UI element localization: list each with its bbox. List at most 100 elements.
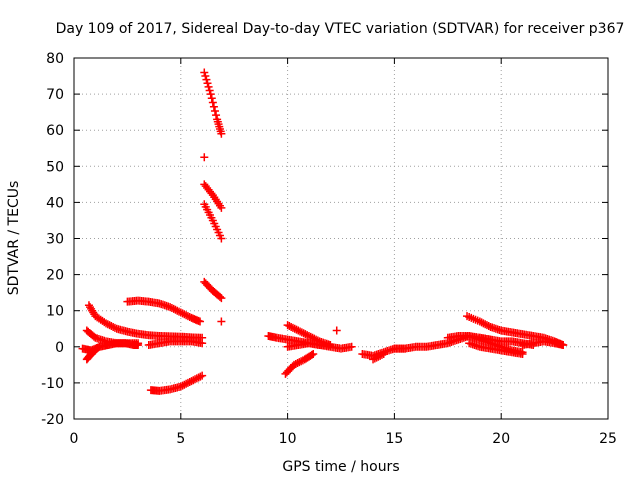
data-point-fill bbox=[182, 379, 191, 388]
data-point bbox=[200, 68, 209, 77]
y-tick-label: 10 bbox=[46, 304, 64, 320]
data-point bbox=[187, 377, 196, 386]
y-tick-label: 60 bbox=[46, 123, 64, 139]
data-point-fill bbox=[477, 318, 486, 327]
y-tick-label: 0 bbox=[55, 340, 64, 356]
data-point-fill bbox=[175, 307, 184, 316]
data-point bbox=[198, 339, 207, 348]
data-point-fill bbox=[105, 321, 114, 330]
data-point bbox=[200, 153, 209, 162]
data-point-fill bbox=[482, 321, 491, 330]
data-point-fill bbox=[183, 312, 192, 321]
data-point bbox=[176, 308, 185, 317]
data-point bbox=[176, 382, 185, 391]
data-point-fill bbox=[292, 325, 301, 334]
data-point-fill bbox=[178, 309, 187, 318]
data-point-fill bbox=[210, 106, 219, 115]
data-point-fill bbox=[167, 303, 176, 312]
data-point-fill bbox=[301, 330, 310, 339]
data-points bbox=[78, 68, 568, 395]
data-point-fill bbox=[291, 359, 300, 368]
chart-title: Day 109 of 2017, Sidereal Day-to-day VTE… bbox=[56, 21, 625, 37]
data-point-fill bbox=[194, 373, 203, 382]
data-point-fill bbox=[185, 377, 194, 386]
x-tick-label: 25 bbox=[599, 431, 617, 447]
data-point-fill bbox=[290, 324, 299, 333]
data-point-fill bbox=[287, 322, 296, 331]
data-point-fill bbox=[169, 304, 178, 313]
data-point bbox=[91, 346, 100, 355]
data-point-fill bbox=[107, 322, 116, 331]
data-point-fill bbox=[479, 319, 488, 328]
data-point bbox=[196, 317, 205, 326]
data-point-fill bbox=[374, 352, 383, 361]
data-point-fill bbox=[299, 329, 308, 338]
y-tick-label: -10 bbox=[41, 376, 64, 392]
data-point bbox=[475, 317, 484, 326]
grid-lines bbox=[74, 58, 608, 419]
data-point-fill bbox=[376, 351, 385, 360]
data-point bbox=[290, 360, 299, 369]
data-point bbox=[217, 317, 226, 326]
data-point-fill bbox=[103, 320, 112, 329]
x-tick-label: 15 bbox=[385, 431, 403, 447]
data-point-fill bbox=[204, 82, 213, 91]
data-point-fill bbox=[370, 354, 379, 363]
data-point-fill bbox=[189, 376, 198, 385]
data-point-fill bbox=[372, 353, 381, 362]
data-point-fill bbox=[192, 374, 201, 383]
data-point-fill bbox=[481, 320, 490, 329]
data-point-fill bbox=[207, 94, 216, 103]
y-tick-label: 30 bbox=[46, 232, 64, 248]
data-point bbox=[283, 321, 292, 330]
data-point bbox=[529, 340, 538, 349]
data-point-fill bbox=[288, 323, 297, 332]
data-point-fill bbox=[191, 375, 200, 384]
data-point bbox=[198, 371, 207, 380]
data-point-fill bbox=[202, 75, 211, 84]
data-point bbox=[332, 326, 341, 335]
data-point-fill bbox=[182, 311, 191, 320]
y-tick-label: 70 bbox=[46, 87, 64, 103]
data-point bbox=[369, 355, 378, 364]
data-point bbox=[166, 303, 175, 312]
data-point-fill bbox=[209, 102, 218, 111]
y-tick-label: 80 bbox=[46, 51, 64, 67]
data-point bbox=[379, 350, 388, 359]
data-point-fill bbox=[484, 322, 493, 331]
data-point bbox=[102, 319, 111, 328]
data-point bbox=[217, 203, 226, 212]
data-point-fill bbox=[180, 310, 189, 319]
x-tick-label: 5 bbox=[176, 431, 185, 447]
data-point-fill bbox=[173, 306, 182, 315]
data-point-fill bbox=[297, 357, 306, 366]
data-point-fill bbox=[307, 350, 316, 359]
data-point bbox=[294, 326, 303, 335]
data-point-fill bbox=[205, 86, 214, 95]
data-point-fill bbox=[295, 358, 304, 367]
data-point-fill bbox=[171, 305, 180, 314]
data-point bbox=[347, 342, 356, 351]
data-point-fill bbox=[377, 350, 386, 359]
x-tick-label: 0 bbox=[70, 431, 79, 447]
x-tick-label: 10 bbox=[279, 431, 297, 447]
data-point bbox=[304, 331, 313, 340]
axis-ticks: 0 5 10 15 20 25 -20 -10 0 10 20 30 40 50 60 70 80 bbox=[41, 51, 617, 447]
data-point-fill bbox=[110, 323, 119, 332]
data-point bbox=[518, 350, 527, 359]
data-point bbox=[217, 234, 226, 243]
data-point bbox=[206, 90, 215, 99]
data-point-fill bbox=[293, 359, 302, 368]
data-point-fill bbox=[215, 292, 224, 301]
x-tick-label: 20 bbox=[492, 431, 510, 447]
data-point-fill bbox=[183, 378, 192, 387]
data-point-fill bbox=[201, 72, 210, 81]
x-axis-label: GPS time / hours bbox=[282, 459, 399, 475]
data-point-fill bbox=[178, 381, 187, 390]
data-point bbox=[134, 340, 143, 349]
data-point-fill bbox=[203, 79, 212, 88]
y-tick-label: 50 bbox=[46, 159, 64, 175]
data-point bbox=[559, 340, 568, 349]
data-point-fill bbox=[285, 322, 294, 331]
